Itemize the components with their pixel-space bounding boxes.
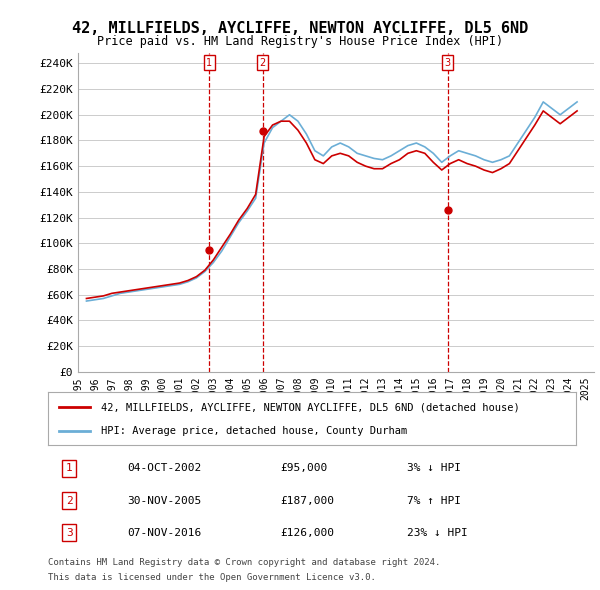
Text: Price paid vs. HM Land Registry's House Price Index (HPI): Price paid vs. HM Land Registry's House … (97, 35, 503, 48)
Text: 42, MILLFIELDS, AYCLIFFE, NEWTON AYCLIFFE, DL5 6ND: 42, MILLFIELDS, AYCLIFFE, NEWTON AYCLIFF… (72, 21, 528, 35)
Point (205, 245, 214, 254)
Text: 30-NOV-2005: 30-NOV-2005 (127, 496, 202, 506)
Point (258, 127, 268, 136)
Text: £126,000: £126,000 (280, 527, 334, 537)
Text: HPI: Average price, detached house, County Durham: HPI: Average price, detached house, Coun… (101, 425, 407, 435)
Text: 04-OCT-2002: 04-OCT-2002 (127, 464, 202, 473)
Text: £187,000: £187,000 (280, 496, 334, 506)
Text: 7% ↑ HPI: 7% ↑ HPI (407, 496, 461, 506)
Text: 2: 2 (260, 58, 266, 68)
Text: 1: 1 (206, 58, 212, 68)
Text: 2: 2 (66, 496, 73, 506)
Text: 07-NOV-2016: 07-NOV-2016 (127, 527, 202, 537)
Text: 3: 3 (445, 58, 451, 68)
Text: 42, MILLFIELDS, AYCLIFFE, NEWTON AYCLIFFE, DL5 6ND (detached house): 42, MILLFIELDS, AYCLIFFE, NEWTON AYCLIFF… (101, 402, 520, 412)
Text: £95,000: £95,000 (280, 464, 328, 473)
Text: This data is licensed under the Open Government Licence v3.0.: This data is licensed under the Open Gov… (48, 573, 376, 582)
Point (443, 205, 452, 215)
Text: 3% ↓ HPI: 3% ↓ HPI (407, 464, 461, 473)
Text: 23% ↓ HPI: 23% ↓ HPI (407, 527, 468, 537)
Text: 3: 3 (66, 527, 73, 537)
Text: 1: 1 (66, 464, 73, 473)
Text: Contains HM Land Registry data © Crown copyright and database right 2024.: Contains HM Land Registry data © Crown c… (48, 558, 440, 566)
